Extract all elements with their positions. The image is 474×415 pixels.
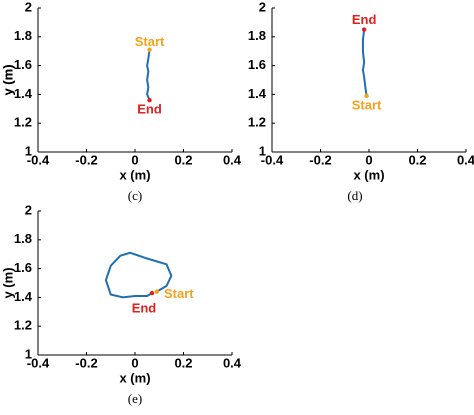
end-marker bbox=[147, 97, 152, 103]
y-tick-label: 1 bbox=[25, 346, 32, 361]
x-tick-label: -0.2 bbox=[75, 355, 97, 370]
end-label: End bbox=[352, 12, 377, 27]
x-tick-label: 0.4 bbox=[457, 152, 474, 167]
y-tick-label: 1.2 bbox=[14, 318, 32, 333]
y-tick-label: 1.2 bbox=[248, 115, 266, 130]
y-tick-label: 1.8 bbox=[14, 28, 32, 43]
x-tick-label: -0.2 bbox=[309, 152, 331, 167]
x-tick-label: 0.4 bbox=[223, 152, 242, 167]
start-label: Start bbox=[135, 34, 165, 49]
x-tick-label: -0.4 bbox=[27, 152, 50, 167]
x-tick-label: -0.4 bbox=[261, 152, 284, 167]
x-tick-label: 0 bbox=[131, 152, 138, 167]
x-tick-label: -0.4 bbox=[27, 355, 50, 370]
x-tick-label: 0 bbox=[131, 355, 138, 370]
y-tick-label: 1.8 bbox=[14, 231, 32, 246]
x-axis-label: x (m) bbox=[353, 167, 384, 182]
start-label: Start bbox=[352, 97, 382, 112]
x-tick-label: 0 bbox=[365, 152, 372, 167]
x-tick-label: 0.2 bbox=[408, 152, 426, 167]
x-axis-label: x (m) bbox=[119, 167, 150, 182]
x-tick-label: 0.2 bbox=[174, 355, 192, 370]
y-tick-label: 1.6 bbox=[14, 57, 32, 72]
y-tick-label: 1.4 bbox=[14, 289, 33, 304]
start-marker bbox=[154, 289, 160, 294]
x-tick-label: 0.2 bbox=[174, 152, 192, 167]
y-axis-label: y (m) bbox=[0, 64, 15, 95]
trajectory bbox=[146, 49, 151, 101]
y-tick-label: 1 bbox=[25, 143, 32, 158]
end-label: End bbox=[137, 102, 162, 117]
trajectory bbox=[361, 29, 368, 96]
y-tick-label: 2 bbox=[25, 202, 32, 217]
trajectory bbox=[104, 251, 173, 299]
caption: (d) bbox=[347, 188, 362, 203]
y-tick-label: 1.4 bbox=[248, 86, 267, 101]
y-tick-label: 1.2 bbox=[14, 115, 32, 130]
end-label: End bbox=[132, 301, 157, 316]
y-tick-label: 1.8 bbox=[248, 28, 266, 43]
y-tick-label: 1.6 bbox=[14, 260, 32, 275]
y-tick-label: 2 bbox=[25, 0, 32, 14]
y-tick-label: 1.4 bbox=[14, 86, 33, 101]
start-marker bbox=[364, 93, 369, 99]
y-axis-label: y (m) bbox=[0, 267, 15, 298]
end-marker bbox=[149, 290, 155, 296]
y-tick-label: 2 bbox=[259, 0, 266, 14]
x-tick-label: 0.4 bbox=[223, 355, 242, 370]
y-axis-label: y (m) bbox=[0, 64, 15, 95]
x-tick-label: -0.2 bbox=[75, 152, 97, 167]
y-tick-label: 1 bbox=[259, 143, 266, 158]
caption: (c) bbox=[128, 188, 142, 203]
x-axis-label: x (m) bbox=[119, 370, 150, 385]
y-tick-label: 1.6 bbox=[248, 57, 266, 72]
caption: (e) bbox=[128, 391, 142, 406]
end-marker bbox=[361, 27, 367, 32]
start-label: Start bbox=[164, 286, 194, 301]
start-marker bbox=[147, 47, 152, 52]
